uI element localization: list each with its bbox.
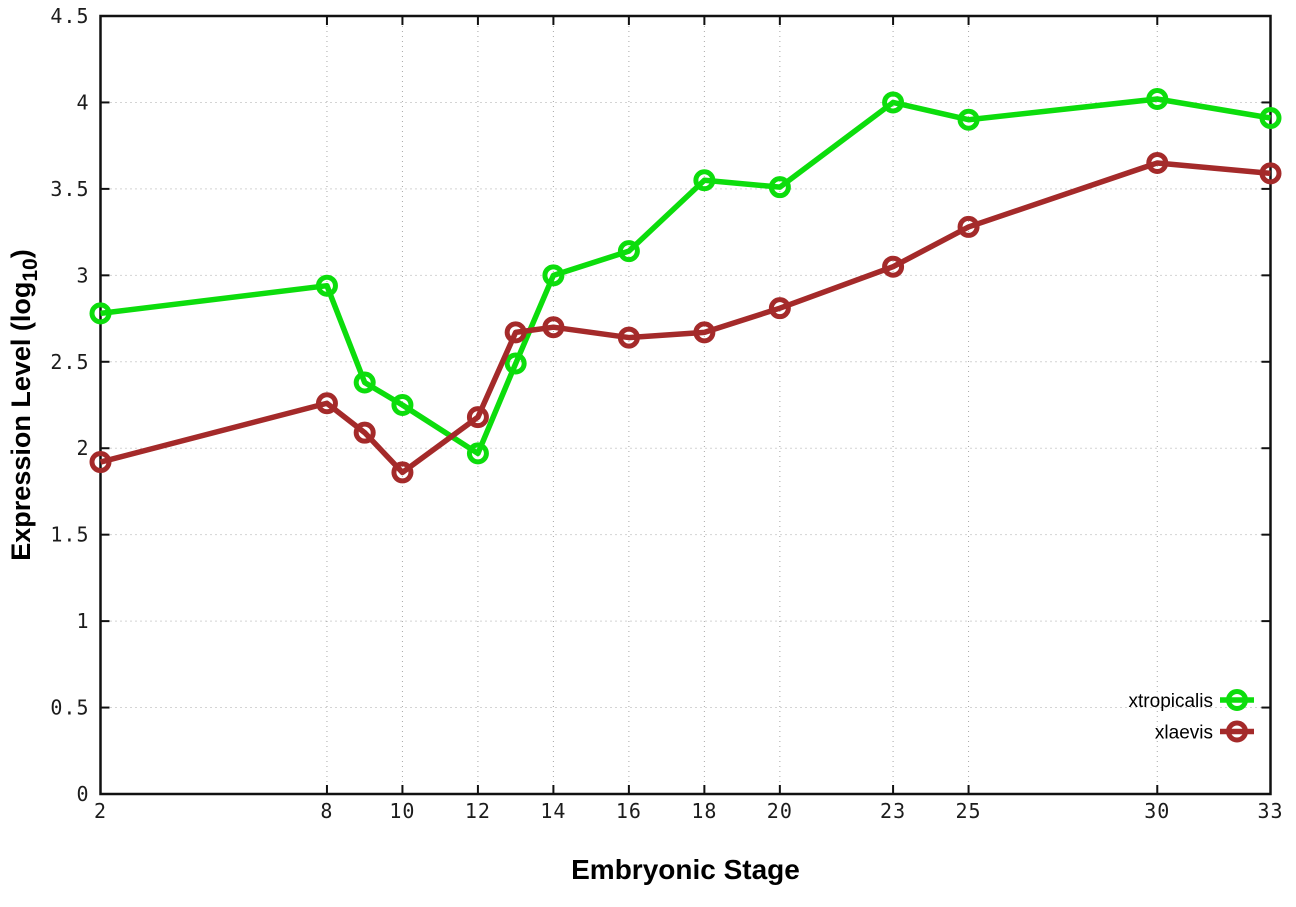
plot-border [99,14,1272,796]
data-point-xlaevis-8 [315,392,338,415]
x-tick-label: 10 [389,799,415,823]
data-point-xlaevis-12 [466,406,489,429]
data-point-xlaevis-9 [353,421,376,444]
data-point-xtropicalis-18 [693,169,716,192]
legend-label-xtropicalis: xtropicalis [1129,691,1213,712]
data-point-xtropicalis-25 [957,108,980,131]
data-point-xlaevis-30 [1146,151,1169,174]
y-axis-title-close: ) [6,249,36,258]
data-point-xtropicalis-13 [504,352,527,375]
x-tick-label: 2 [94,799,107,823]
legend-sample-marker-xtropicalis [1226,689,1248,711]
x-tick-label: 16 [616,799,642,823]
legend-label-xlaevis: xlaevis [1155,723,1213,744]
legend: xtropicalis xlaevis [1129,689,1254,744]
x-tick-label: 30 [1144,799,1170,823]
data-point-xtropicalis-30 [1146,87,1169,110]
data-point-xtropicalis-23 [882,91,905,114]
series-line-xlaevis [99,160,1271,476]
data-point-xtropicalis-14 [542,264,565,287]
x-tick-label: 23 [880,799,906,823]
x-tick-label: 8 [320,799,333,823]
data-point-xlaevis-25 [957,215,980,238]
x-tick-label: 18 [691,799,717,823]
y-tick-label: 0 [76,782,89,806]
data-point-xlaevis-33 [1259,162,1282,185]
y-tick-label: 3 [76,263,89,287]
data-point-xtropicalis-2 [89,302,112,325]
series-xtropicalis [89,87,1282,465]
data-point-xtropicalis-9 [353,371,376,394]
data-point-xlaevis-14 [542,316,565,339]
y-tick-label: 2.5 [50,350,89,374]
x-tick-label: 12 [465,799,491,823]
x-tick-label: 25 [956,799,982,823]
x-axis-title: Embryonic Stage [571,854,800,885]
series-xlaevis [89,151,1282,484]
data-point-xtropicalis-10 [391,394,414,416]
y-axis-title-subscript: 10 [19,258,42,281]
data-point-xtropicalis-8 [315,274,338,297]
y-axis-title-text: Expression Level (log [6,282,36,561]
data-point-xtropicalis-20 [768,176,791,199]
y-axis-title: Expression Level (log10) [6,249,42,560]
data-point-xlaevis-20 [768,297,791,320]
y-tick-label: 3.5 [50,177,89,201]
x-tick-label: 14 [540,799,566,823]
data-point-xtropicalis-12 [466,442,489,465]
y-tick-label: 4 [76,90,89,114]
data-point-xtropicalis-33 [1259,107,1282,130]
y-tick-label: 1.5 [50,523,89,547]
tick-marks [99,15,1272,795]
series-line-xtropicalis [100,96,1271,457]
data-point-xlaevis-10 [391,461,414,484]
data-point-xtropicalis-16 [617,240,640,263]
legend-sample-marker-xlaevis [1226,720,1248,743]
x-tick-label: 33 [1257,799,1283,823]
data-point-xlaevis-18 [693,321,716,344]
data-point-xlaevis-13 [504,321,527,344]
y-tick-label: 1 [76,609,89,633]
data-point-xlaevis-2 [89,451,112,474]
data-point-xlaevis-23 [882,255,905,278]
y-tick-label: 0.5 [50,696,89,720]
y-tick-label: 2 [76,436,89,460]
grid [100,16,1271,794]
x-tick-label: 20 [767,799,793,823]
y-tick-label: 4.5 [50,4,89,28]
data-point-xlaevis-16 [617,326,640,349]
